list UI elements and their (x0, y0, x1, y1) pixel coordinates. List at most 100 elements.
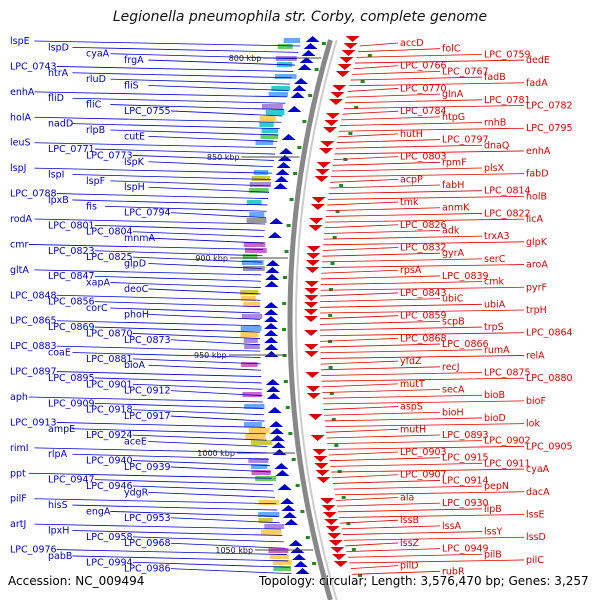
leader-line-right (339, 515, 524, 518)
marker-tick (328, 314, 332, 317)
gene-label-right: trxA3 (484, 231, 510, 242)
gene-label-right: LPC_0907 (400, 470, 447, 481)
marker-tick (334, 444, 338, 447)
gene-arrow-reverse (329, 540, 343, 546)
gene-label-right: dnaQ (484, 140, 509, 151)
gene-label-left: aph (10, 392, 28, 403)
leader-line-left (148, 60, 295, 65)
gene-arrow-forward (281, 505, 295, 511)
feature-block (244, 422, 262, 427)
leader-line-right (325, 418, 482, 421)
gene-label-left: hisS (48, 500, 68, 511)
gene-label-right: mutH (400, 424, 426, 435)
gene-arrow-forward (282, 134, 296, 140)
gene-label-left: lspE (10, 36, 30, 47)
gene-arrow-reverse (320, 498, 334, 504)
leader-line-right (320, 338, 398, 341)
feature-block (240, 332, 258, 337)
gene-label-right: LPC_0832 (400, 243, 447, 254)
gene-label-right: gyrA (442, 248, 465, 259)
gene-arrow-reverse (308, 414, 322, 420)
leader-line-right (327, 435, 440, 438)
gene-arrow-reverse (306, 253, 320, 259)
gene-label-left: rodA (10, 214, 33, 225)
gene-label-right: dacA (526, 487, 550, 498)
gene-arrow-reverse (305, 288, 319, 294)
leader-line-right (338, 134, 398, 137)
gene-label-right: secA (442, 385, 465, 396)
leader-line-right (324, 412, 440, 415)
leader-line-right (330, 179, 398, 182)
gene-label-right: LPC_0949 (442, 544, 489, 555)
gene-label-right: trpS (484, 322, 504, 333)
marker-tick (283, 276, 287, 279)
gene-arrow-reverse (312, 449, 326, 455)
marker-tick (368, 54, 372, 57)
gene-arrow-reverse (315, 176, 329, 182)
gene-label-right: relA (526, 350, 545, 361)
leader-line-right (348, 554, 482, 557)
gene-label-right: LPC_0866 (442, 339, 489, 350)
marker-tick (297, 146, 301, 149)
gene-arrow-reverse (305, 267, 319, 273)
gene-label-left: fis (86, 201, 97, 212)
gene-label-left: enhA (10, 87, 35, 98)
gene-label-right: lssE (526, 510, 545, 521)
gene-arrow-forward (292, 554, 306, 560)
gene-arrow-reverse (316, 169, 330, 175)
gene-label-left: lspF (86, 176, 105, 187)
gene-arrow-forward (269, 218, 283, 224)
gene-label-right: LPC_0911 (484, 458, 531, 469)
leader-line-right (335, 492, 524, 495)
gene-arrow-reverse (317, 162, 331, 168)
gene-label-right: glpK (526, 237, 548, 248)
circular-genome-map: 800 kbp850 kbp900 kbp950 kbp1000 kbp1050… (0, 0, 600, 600)
leader-line-left (133, 155, 274, 160)
gene-label-right: LPC_0930 (442, 498, 489, 509)
leader-line-left (34, 168, 271, 173)
leader-line-left (57, 422, 265, 427)
gene-arrow-forward (291, 92, 305, 98)
leader-line-right (340, 123, 482, 126)
gene-label-right: pilB (484, 549, 502, 560)
gene-label-left: deoC (124, 284, 149, 295)
leader-line-right (320, 293, 398, 296)
gene-label-right: yfdZ (400, 356, 422, 367)
gene-arrow-reverse (336, 71, 350, 77)
gene-label-left: htrA (48, 68, 69, 79)
gene-arrow-forward (264, 344, 278, 350)
leader-line-left (148, 86, 288, 91)
gene-arrow-forward (289, 540, 303, 546)
gene-label-right: lssZ (400, 538, 420, 549)
gene-label-right: recJ (442, 362, 460, 373)
gene-label-left: coaE (48, 348, 71, 359)
gene-label-right: LPC_0864 (526, 328, 573, 339)
gene-label-left: engA (86, 506, 111, 517)
leader-line-left (95, 276, 261, 281)
gene-arrow-forward (271, 435, 285, 441)
gene-label-right: serC (484, 254, 506, 265)
gene-label-right: pilD (400, 561, 419, 572)
leader-line-right (320, 299, 440, 302)
gene-label-right: htpG (442, 112, 465, 123)
gene-arrow-reverse (309, 218, 323, 224)
leader-line-right (342, 111, 398, 114)
leader-line-right (352, 71, 440, 74)
gene-arrow-forward (272, 442, 286, 448)
leader-line-right (322, 384, 398, 387)
gene-arrow-reverse (344, 43, 358, 49)
leader-line-left (34, 524, 281, 529)
leader-line-right (320, 321, 440, 324)
leader-line-right (329, 185, 440, 188)
leader-line-right (334, 486, 482, 489)
gene-label-right: ubiC (442, 294, 464, 305)
leader-line-right (343, 532, 482, 535)
gene-label-right: scpB (442, 316, 465, 327)
scale-tick-label: 800 kbp (229, 54, 262, 63)
gene-arrow-reverse (314, 463, 328, 469)
gene-label-right: LPC_0903 (400, 447, 447, 458)
gene-arrow-reverse (309, 225, 323, 231)
leader-line-right (357, 54, 482, 57)
leader-line-left (72, 200, 267, 205)
gene-arrow-reverse (331, 92, 345, 98)
